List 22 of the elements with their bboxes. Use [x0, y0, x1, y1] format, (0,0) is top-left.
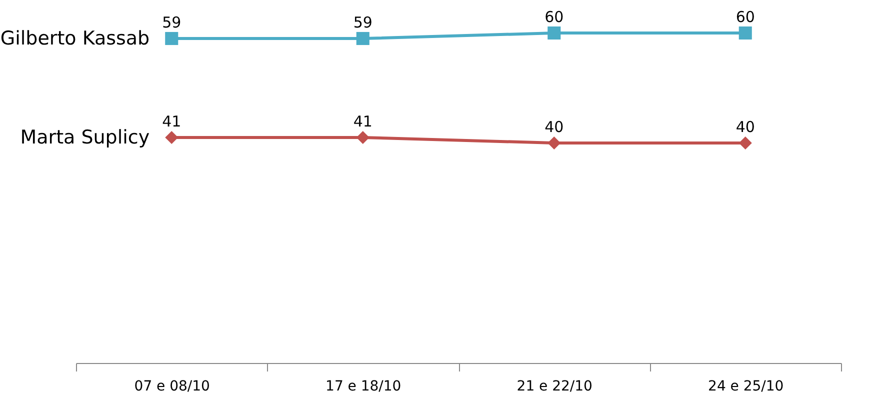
point — [548, 136, 561, 150]
point — [165, 32, 178, 46]
data-label: 41 — [162, 112, 182, 130]
data-label: 60 — [544, 8, 564, 26]
point — [548, 26, 561, 40]
data-label: 40 — [544, 118, 564, 136]
point — [356, 32, 370, 46]
x-tick-label: 24 e 25/10 — [708, 378, 784, 394]
data-label: 41 — [353, 112, 372, 130]
x-tick-label: 21 e 22/10 — [516, 378, 592, 394]
series-label: Gilberto Kassab — [0, 28, 150, 50]
x-tick-label: 17 e 18/10 — [326, 378, 402, 394]
data-label: 59 — [162, 14, 182, 32]
point — [738, 26, 752, 40]
data-label: 60 — [736, 8, 755, 26]
data-label: 40 — [736, 118, 755, 136]
series-label: Marta Suplicy — [20, 126, 150, 148]
data-label: 59 — [353, 14, 372, 32]
x-tick-label: 07 e 08/10 — [134, 378, 210, 394]
point — [356, 130, 370, 144]
point — [738, 136, 752, 150]
point — [165, 130, 178, 144]
